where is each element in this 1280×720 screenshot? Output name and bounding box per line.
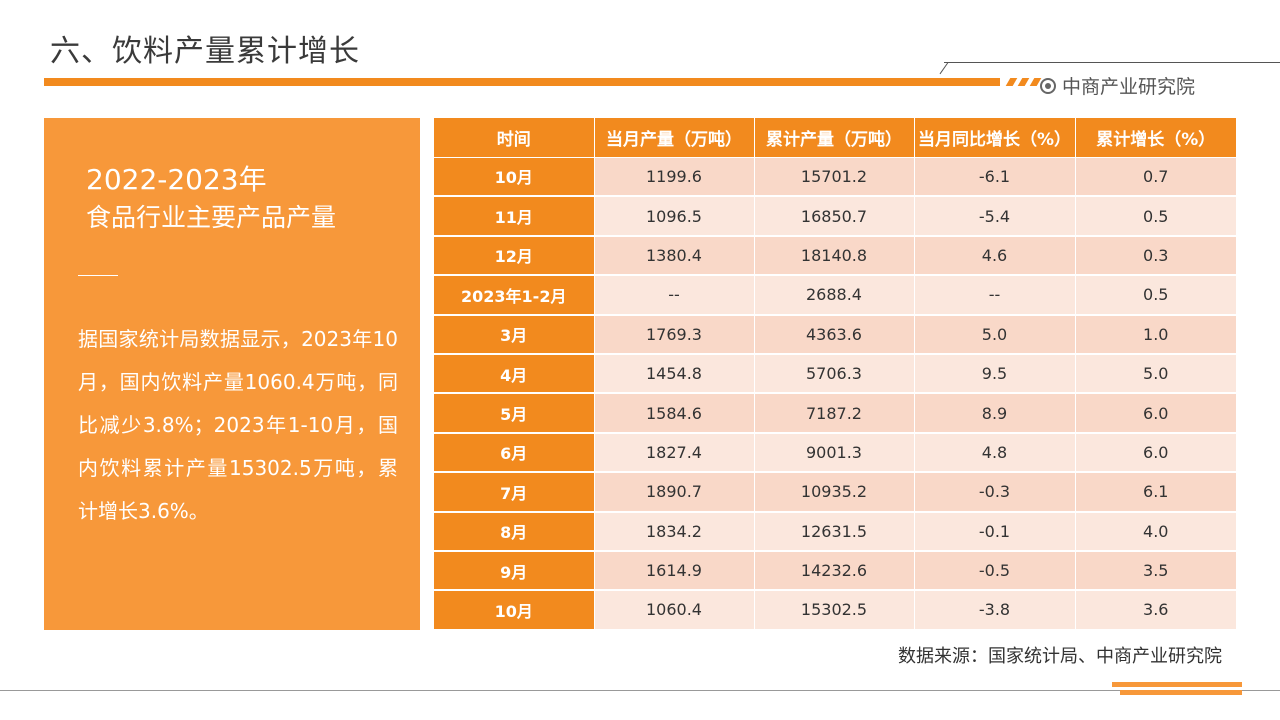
table-cell: 1834.2 <box>594 511 755 552</box>
table-row: 4月 1454.8 5706.3 9.5 5.0 <box>434 353 1236 395</box>
table-cell: 1890.7 <box>594 472 755 513</box>
table-cell-time: 5月 <box>434 393 595 434</box>
panel-body-text: 据国家统计局数据显示，2023年10月，国内饮料产量1060.4万吨，同比减少3… <box>78 327 398 523</box>
header-time: 时间 <box>434 118 595 158</box>
table-cell: -0.1 <box>914 511 1076 552</box>
table-row: 10月 1199.6 15701.2 -6.1 0.7 <box>434 157 1236 198</box>
target-circle-icon <box>1040 77 1056 94</box>
table-row: 3月 1769.3 4363.6 5.0 1.0 <box>434 314 1236 355</box>
table-cell: 10935.2 <box>754 472 915 513</box>
table-cell: 1827.4 <box>594 432 755 474</box>
data-source: 数据来源：国家统计局、中商产业研究院 <box>898 646 1222 667</box>
table-cell: 1769.3 <box>594 314 755 355</box>
table-cell: 4.6 <box>914 235 1076 277</box>
table-row: 5月 1584.6 7187.2 8.9 6.0 <box>434 393 1236 434</box>
production-table: 时间 当月产量（万吨） 累计产量（万吨） 当月同比增长（%） 累计增长（%） 1… <box>434 118 1236 631</box>
table-cell: 4363.6 <box>754 314 915 355</box>
table-cell-time: 8月 <box>434 511 595 552</box>
table-cell: 4.0 <box>1075 511 1236 552</box>
table-cell: 15701.2 <box>754 157 915 198</box>
table-cell: 18140.8 <box>754 235 915 277</box>
footer-stripes-decoration <box>1112 682 1242 698</box>
table-cell: -- <box>914 275 1076 316</box>
table-cell: 6.1 <box>1075 472 1236 513</box>
table-row: 2023年1-2月 -- 2688.4 -- 0.5 <box>434 275 1236 316</box>
header-monthly-output: 当月产量（万吨） <box>594 118 755 158</box>
table-cell-time: 4月 <box>434 353 595 395</box>
table-cell: -0.5 <box>914 550 1076 592</box>
table-cell: 0.5 <box>1075 196 1236 237</box>
summary-panel: 2022-2023年 食品行业主要产品产量 据国家统计局数据显示，2023年10… <box>44 118 420 630</box>
table-cell: -5.4 <box>914 196 1076 237</box>
table-cell: 14232.6 <box>754 550 915 592</box>
table-cell: 8.9 <box>914 393 1076 434</box>
table-row: 11月 1096.5 16850.7 -5.4 0.5 <box>434 196 1236 237</box>
table-cell: 5706.3 <box>754 353 915 395</box>
table-cell: 15302.5 <box>754 590 915 631</box>
title-accent-bar <box>44 78 1000 86</box>
table-header-row: 时间 当月产量（万吨） 累计产量（万吨） 当月同比增长（%） 累计增长（%） <box>434 118 1236 158</box>
table-row: 10月 1060.4 15302.5 -3.8 3.6 <box>434 590 1236 631</box>
table-cell: 5.0 <box>914 314 1076 355</box>
table-cell-time: 11月 <box>434 196 595 237</box>
table-cell: 12631.5 <box>754 511 915 552</box>
table-cell: 1614.9 <box>594 550 755 592</box>
table-cell-time: 9月 <box>434 550 595 592</box>
table-cell-time: 12月 <box>434 235 595 277</box>
title-stripes-decoration <box>1004 78 1044 86</box>
brand-name: 中商产业研究院 <box>1062 76 1196 98</box>
table-cell: -0.3 <box>914 472 1076 513</box>
header-divider-line <box>944 62 1280 63</box>
table-cell: -- <box>594 275 755 316</box>
brand-logo: 中商产业研究院 <box>1040 72 1195 99</box>
table-cell: 6.0 <box>1075 432 1236 474</box>
table-cell: 9.5 <box>914 353 1076 395</box>
table-cell: 0.5 <box>1075 275 1236 316</box>
table-cell: 2688.4 <box>754 275 915 316</box>
table-cell: -3.8 <box>914 590 1076 631</box>
table-cell: 4.8 <box>914 432 1076 474</box>
panel-divider <box>78 275 118 276</box>
table-cell: 3.5 <box>1075 550 1236 592</box>
table-cell-time: 7月 <box>434 472 595 513</box>
table-cell: 0.7 <box>1075 157 1236 198</box>
table-cell-time: 2023年1-2月 <box>434 275 595 316</box>
footer-line <box>0 690 1280 691</box>
table-row: 8月 1834.2 12631.5 -0.1 4.0 <box>434 511 1236 552</box>
table-cell: 3.6 <box>1075 590 1236 631</box>
header-cumulative-growth: 累计增长（%） <box>1075 118 1236 158</box>
table-cell: 6.0 <box>1075 393 1236 434</box>
table-cell: 5.0 <box>1075 353 1236 395</box>
table-cell: 7187.2 <box>754 393 915 434</box>
table-row: 7月 1890.7 10935.2 -0.3 6.1 <box>434 472 1236 513</box>
table-cell: 1060.4 <box>594 590 755 631</box>
table-cell-time: 6月 <box>434 432 595 474</box>
page-title: 六、饮料产量累计增长 <box>50 34 360 69</box>
panel-year: 2022-2023年 <box>86 163 267 196</box>
table-row: 9月 1614.9 14232.6 -0.5 3.5 <box>434 550 1236 592</box>
header-monthly-yoy: 当月同比增长（%） <box>914 118 1076 158</box>
table-cell-time: 10月 <box>434 590 595 631</box>
table-cell: 9001.3 <box>754 432 915 474</box>
table-row: 12月 1380.4 18140.8 4.6 0.3 <box>434 235 1236 277</box>
table-cell: 1096.5 <box>594 196 755 237</box>
table-body: 10月 1199.6 15701.2 -6.1 0.7 11月 1096.5 16850.7-… <box>434 157 1236 631</box>
table-cell: -6.1 <box>914 157 1076 198</box>
table-cell: 1454.8 <box>594 353 755 395</box>
table-cell: 0.3 <box>1075 235 1236 277</box>
table-cell: 1584.6 <box>594 393 755 434</box>
table-row: 6月 1827.4 9001.3 4.8 6.0 <box>434 432 1236 474</box>
table-cell-time: 10月 <box>434 157 595 198</box>
header-cumulative-output: 累计产量（万吨） <box>754 118 915 158</box>
table-cell: 1380.4 <box>594 235 755 277</box>
panel-subtitle: 食品行业主要产品产量 <box>86 203 337 232</box>
table-cell-time: 3月 <box>434 314 595 355</box>
table-cell: 16850.7 <box>754 196 915 237</box>
header-divider-slant <box>939 62 949 75</box>
table-cell: 1.0 <box>1075 314 1236 355</box>
table-cell: 1199.6 <box>594 157 755 198</box>
